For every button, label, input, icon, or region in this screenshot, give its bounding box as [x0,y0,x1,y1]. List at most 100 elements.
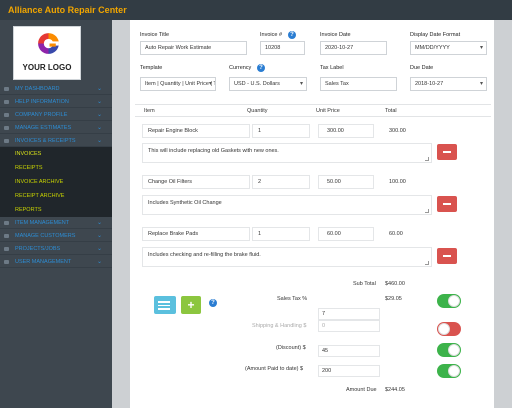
app-title: Alliance Auto Repair Center [8,5,127,15]
shipping-toggle[interactable] [437,322,461,336]
amount-paid-label: (Amount Paid to date) $ [245,366,304,372]
invoice-date-input[interactable]: 2020-10-27 [320,41,387,55]
toggle-knob [448,365,460,377]
sidebar: YOUR LOGO MY DASHBOARD ⌄ HELP INFORMATIO… [0,20,112,408]
sidebar-item-help[interactable]: HELP INFORMATION ⌄ [0,96,112,108]
submenu-item-invoice-archive[interactable]: INVOICE ARCHIVE [15,179,64,185]
due-date-label: Due Date [410,65,434,71]
list-icon [158,301,160,303]
briefcase-icon [4,247,9,251]
sidebar-item-label: MY DASHBOARD [15,86,60,92]
resize-handle-icon[interactable] [425,209,429,213]
submenu-item-reports[interactable]: REPORTS [15,207,42,213]
item-name-input[interactable]: Repair Engine Block [142,124,250,138]
invoice-title-label: Invoice Title [140,32,170,38]
chevron-down-icon: ⌄ [96,138,102,144]
sidebar-item-dashboard[interactable]: MY DASHBOARD ⌄ [0,83,112,95]
submenu-item-receipt-archive[interactable]: RECEIPT ARCHIVE [15,193,65,199]
item-description-input[interactable]: Includes checking and re-filling the bra… [142,247,432,267]
item-unit-price-input[interactable]: 50.00 [318,175,374,189]
file-icon [4,126,9,130]
sidebar-item-label: USER MANAGEMENT [15,259,72,265]
list-icon-bar [160,308,170,310]
logo-text: YOUR LOGO [22,63,72,72]
sidebar-item-label: PROJECTS/JOBS [15,246,61,252]
list-icon-dot [158,308,160,310]
chevron-down-icon: ⌄ [96,259,102,265]
due-date-select[interactable]: 2018-10-27 [410,77,487,91]
sales-tax-label: Sales Tax % [277,296,308,302]
item-total: 60.00 [389,231,403,237]
item-quantity-input[interactable]: 1 [252,124,310,138]
sidebar-item-invoices-receipts[interactable]: INVOICES & RECEIPTS ⌄ [0,135,112,147]
template-label: Template [140,65,163,71]
question-circle-icon[interactable]: ? [209,299,217,307]
question-circle-icon[interactable]: ? [257,64,265,72]
sidebar-item-company-profile[interactable]: COMPANY PROFILE ⌄ [0,109,112,121]
item-name-input[interactable]: Replace Brake Pads [142,227,250,241]
company-logo[interactable]: YOUR LOGO [13,26,81,80]
resize-handle-icon[interactable] [425,261,429,265]
column-header-total: Total [385,108,397,114]
tax-label-input[interactable]: Sales Tax [320,77,397,91]
question-circle-icon[interactable]: ? [288,31,296,39]
sidebar-item-label: MANAGE CUSTOMERS [15,233,76,239]
sales-tax-input[interactable]: 7 [318,308,380,320]
sidebar-item-item-management[interactable]: ITEM MANAGEMENT ⌄ [0,217,112,229]
invoice-date-label: Invoice Date [320,32,351,38]
tag-icon [4,221,9,225]
discount-input[interactable]: 45 [318,345,380,357]
shipping-input[interactable]: 0 [318,320,380,332]
item-unit-price-input[interactable]: 60.00 [318,227,374,241]
date-format-select[interactable]: MM/DD/YYYY [410,41,487,55]
item-description-input[interactable]: This will include replacing old Gaskets … [142,143,432,163]
sidebar-nav: MY DASHBOARD ⌄ HELP INFORMATION ⌄ COMPAN… [0,83,112,268]
plus-icon: + [187,298,195,312]
invoice-number-input[interactable]: 10208 [260,41,305,55]
add-row-button[interactable]: + [181,296,201,314]
delete-row-button[interactable] [437,248,457,264]
column-header-item: Item [144,108,155,114]
item-quantity-input[interactable]: 2 [252,175,310,189]
sales-tax-toggle[interactable] [437,294,461,308]
dashboard-icon [4,87,9,91]
sales-tax-value: $29.05 [385,296,402,302]
toggle-knob [438,323,450,335]
item-name-input[interactable]: Change Oil Filters [142,175,250,189]
sidebar-item-user-management[interactable]: USER MANAGEMENT ⌄ [0,256,112,268]
chevron-down-icon: ⌄ [96,99,102,105]
submenu-item-receipts[interactable]: RECEIPTS [15,165,43,171]
users-icon [4,234,9,238]
amount-due-value: $244.05 [385,387,405,393]
sidebar-item-manage-customers[interactable]: MANAGE CUSTOMERS ⌄ [0,230,112,242]
list-items-button[interactable] [154,296,176,314]
delete-row-button[interactable] [437,144,457,160]
item-description-input[interactable]: Includes Synthetic Oil Change [142,195,432,215]
currency-select[interactable]: USD - U.S. Dollars [229,77,307,91]
date-format-label: Display Date Format [410,32,461,38]
delete-row-button[interactable] [437,196,457,212]
submenu-item-invoices[interactable]: INVOICES [15,151,42,157]
list-icon-bar [160,301,170,303]
amount-paid-input[interactable]: 200 [318,365,380,377]
column-header-quantity: Quantity [247,108,268,114]
sidebar-item-manage-estimates[interactable]: MANAGE ESTIMATES ⌄ [0,122,112,134]
chevron-down-icon: ⌄ [96,233,102,239]
sidebar-item-projects-jobs[interactable]: PROJECTS/JOBS ⌄ [0,243,112,255]
column-header-unit-price: Unit Price [316,108,340,114]
shipping-label: Shipping & Handling $ [252,323,307,329]
item-unit-price-input[interactable]: 300.00 [318,124,374,138]
sidebar-item-label: COMPANY PROFILE [15,112,68,118]
chevron-down-icon: ⌄ [96,220,102,226]
item-quantity-input[interactable]: 1 [252,227,310,241]
amount-paid-toggle[interactable] [437,364,461,378]
list-icon-dot [158,304,160,306]
invoice-title-input[interactable]: Auto Repair Work Estimate [140,41,247,55]
sub-total-value: $460.00 [385,281,405,287]
template-select[interactable]: Item | Quantity | Unit Price | Total [140,77,216,91]
resize-handle-icon[interactable] [425,157,429,161]
chevron-down-icon: ⌄ [96,86,102,92]
discount-toggle[interactable] [437,343,461,357]
top-bar: Alliance Auto Repair Center [0,0,512,20]
sidebar-item-label: HELP INFORMATION [15,99,69,105]
